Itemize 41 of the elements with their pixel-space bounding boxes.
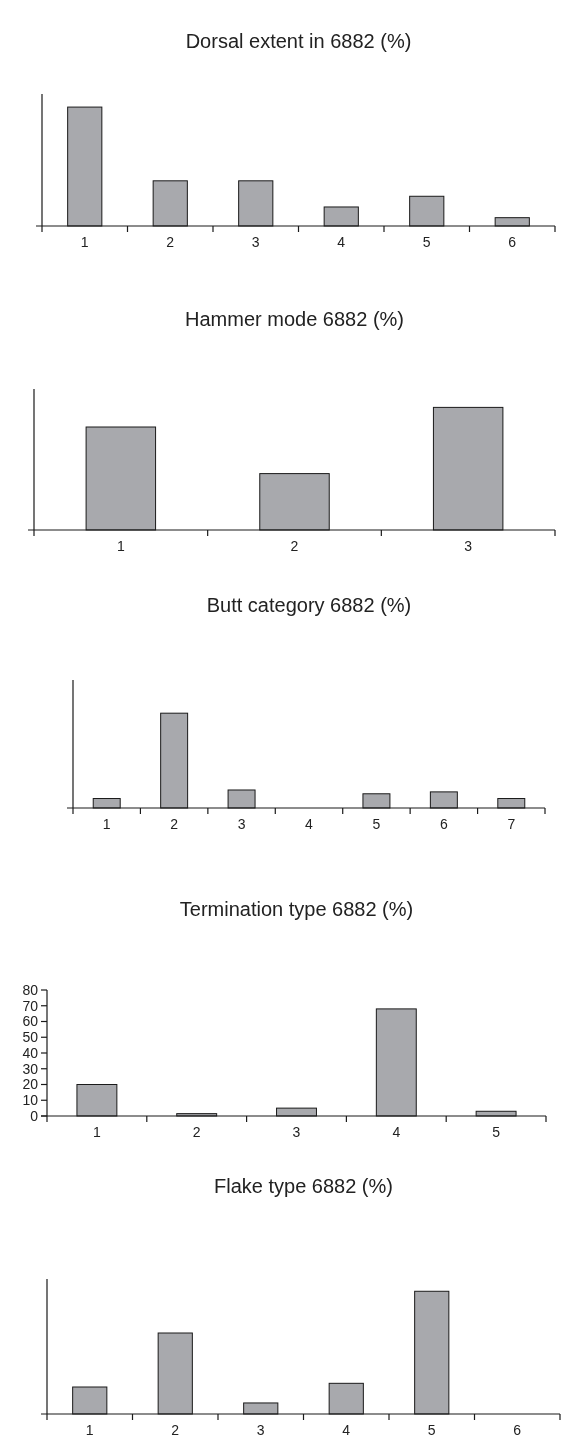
y-tick-label: 40 [22,1044,39,1061]
x-tick-label: 1 [93,1124,101,1140]
y-tick-label: 0 [30,1107,39,1124]
chart-title: Flake type 6882 (%) [214,1175,393,1197]
x-tick-label: 1 [116,538,125,554]
y-tick-label: 60 [22,1013,39,1030]
y-tick-label: 80 [22,981,39,998]
chart-title: Butt category 6882 (%) [206,594,412,616]
x-tick-label: 4 [392,1124,401,1140]
y-tick-label: 20 [22,1076,39,1093]
x-tick-label: 7 [507,816,516,832]
y-tick-label: 10 [22,1092,39,1109]
x-tick-label: 3 [292,1124,301,1140]
x-tick-label: 5 [422,234,431,250]
x-tick-label: 2 [192,1124,201,1140]
chart-title: Dorsal extent in 6882 (%) [185,30,412,52]
x-tick-label: 2 [166,234,175,250]
x-tick-label: 3 [251,234,260,250]
x-tick-label: 6 [513,1422,522,1438]
x-tick-label: 5 [492,1124,501,1140]
x-tick-label: 2 [170,816,179,832]
x-tick-label: 5 [372,816,381,832]
x-tick-label: 2 [171,1422,180,1438]
chart-title: Termination type 6882 (%) [179,898,414,920]
x-tick-label: 6 [508,234,517,250]
chart-title: Hammer mode 6882 (%) [185,308,404,330]
x-tick-label: 1 [102,816,111,832]
x-tick-label: 1 [85,1422,94,1438]
x-tick-label: 6 [439,816,448,832]
y-tick-label: 30 [22,1060,39,1077]
x-tick-label: 4 [342,1422,351,1438]
x-tick-label: 5 [427,1422,436,1438]
x-tick-label: 4 [337,234,346,250]
x-tick-label: 4 [305,816,314,832]
x-tick-label: 3 [237,816,246,832]
x-tick-label: 3 [256,1422,265,1438]
x-tick-label: 2 [290,538,299,554]
x-tick-label: 1 [80,234,89,250]
y-tick-label: 70 [22,997,39,1014]
x-tick-label: 3 [464,538,473,554]
y-tick-label: 50 [22,1029,39,1046]
